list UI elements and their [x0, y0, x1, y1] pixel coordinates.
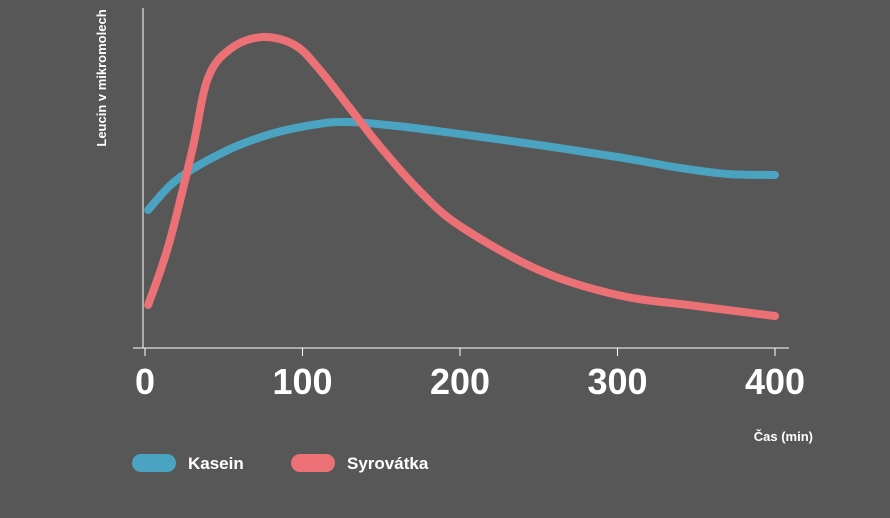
y-axis-title: Leucin v mikromolech — [94, 9, 109, 146]
legend-label-syrovatka: Syrovátka — [347, 454, 429, 473]
x-tick-label: 300 — [587, 361, 647, 402]
x-axis-title: Čas (min) — [754, 429, 813, 444]
legend: Kasein Syrovátka — [132, 454, 429, 473]
x-ticks: 0 100 200 300 400 — [135, 348, 805, 402]
series-line-0 — [144, 117, 779, 214]
legend-swatch-kasein — [132, 454, 176, 472]
x-tick-label: 0 — [135, 361, 155, 402]
series-line-1 — [144, 32, 779, 320]
x-tick-label: 400 — [745, 361, 805, 402]
legend-swatch-syrovatka — [291, 454, 335, 472]
legend-label-kasein: Kasein — [188, 454, 244, 473]
series-lines — [144, 32, 779, 320]
x-tick-label: 200 — [430, 361, 490, 402]
x-tick-label: 100 — [272, 361, 332, 402]
